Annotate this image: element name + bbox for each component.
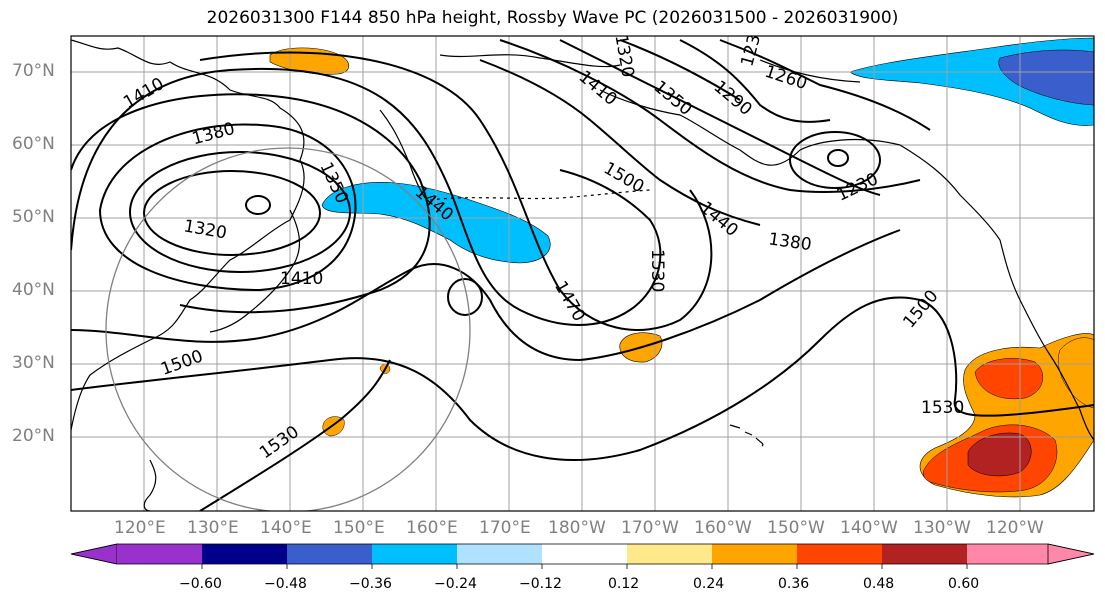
lon-label: 120°W bbox=[986, 518, 1044, 538]
colorbar-bin bbox=[117, 544, 202, 564]
coastlines bbox=[71, 39, 1094, 511]
contour-1200-low bbox=[827, 149, 849, 167]
contour-1380-low bbox=[98, 123, 357, 292]
colorbar-tick-label: −0.12 bbox=[519, 576, 562, 592]
colorbar-tick-label: 0.24 bbox=[693, 576, 725, 592]
colorbar-ticks bbox=[201, 564, 968, 569]
lon-label: 160°W bbox=[694, 518, 752, 538]
contour-1530 bbox=[71, 296, 1094, 461]
map-plot-area: 1410 1380 1320 1350 1410 1500 1530 1440 … bbox=[71, 36, 1094, 511]
colorbar-bin bbox=[372, 544, 457, 564]
lat-label-40n: 40°N bbox=[12, 280, 55, 300]
coastline-philippines bbox=[143, 459, 157, 511]
height-contours bbox=[71, 39, 1094, 511]
lon-label: 170°E bbox=[479, 518, 531, 538]
colorbar-bin bbox=[202, 544, 287, 564]
colorbar-bin bbox=[712, 544, 797, 564]
lon-label: 120°E bbox=[114, 518, 166, 538]
reference-circle bbox=[105, 147, 471, 511]
anomaly-strong-positive-north bbox=[974, 358, 1044, 400]
contour-label: 1260 bbox=[762, 62, 809, 94]
colorbar-bin bbox=[797, 544, 882, 564]
lat-label-50n: 50°N bbox=[12, 207, 55, 227]
anomaly-strong-negative-arctic bbox=[998, 49, 1094, 106]
coastline-arctic bbox=[439, 54, 861, 83]
contour-label: 1410 bbox=[280, 269, 323, 289]
colorbar-tick-label: 0.36 bbox=[778, 576, 810, 592]
contour-1320-low bbox=[143, 170, 321, 256]
contour-1260-east bbox=[719, 39, 931, 131]
colorbar-bin bbox=[627, 544, 712, 564]
contour-label: 1290 bbox=[710, 77, 756, 120]
lon-label: 130°W bbox=[913, 518, 971, 538]
map-frame bbox=[70, 35, 1095, 512]
contour-1530-south bbox=[199, 359, 391, 511]
colorbar-tick-label: −0.36 bbox=[349, 576, 392, 592]
colorbar-tick-label: −0.24 bbox=[434, 576, 477, 592]
lon-label: 160°E bbox=[406, 518, 458, 538]
graticule bbox=[71, 36, 1094, 511]
contour-label: 1440 bbox=[696, 198, 742, 241]
contour-label: 1320 bbox=[182, 216, 228, 243]
contour-1410-west bbox=[71, 93, 431, 314]
contour-label: 1470 bbox=[550, 278, 589, 325]
lon-label: 140°E bbox=[260, 518, 312, 538]
colorbar-tick-label: 0.48 bbox=[863, 576, 895, 592]
lon-label: 140°W bbox=[840, 518, 898, 538]
contour-1290-low bbox=[245, 195, 271, 215]
colorbar bbox=[70, 543, 1095, 569]
contour-1350-low bbox=[129, 151, 351, 273]
colorbar-outline bbox=[70, 543, 1095, 565]
coastline-hawaii bbox=[729, 424, 764, 447]
colorbar-bin bbox=[457, 544, 542, 564]
coastline-alaska bbox=[599, 89, 1001, 241]
contour-label: 1530 bbox=[256, 422, 303, 463]
coastline-aleutians bbox=[429, 189, 651, 201]
contour-1500 bbox=[71, 229, 901, 362]
colorbar-bin bbox=[542, 544, 627, 564]
coastline-asia bbox=[71, 39, 305, 431]
colorbar-bin bbox=[882, 544, 967, 564]
lat-label-30n: 30°N bbox=[12, 353, 55, 373]
colorbar-tick-label: −0.60 bbox=[179, 576, 222, 592]
contour-1410-northeast bbox=[479, 59, 761, 226]
contour-label: 1380 bbox=[767, 229, 813, 255]
colorbar-tick-label: 0.60 bbox=[948, 576, 980, 592]
lat-label-70n: 70°N bbox=[12, 61, 55, 81]
contour-label: 1530 bbox=[647, 249, 667, 292]
coastline-north-america bbox=[999, 239, 1094, 441]
contour-1230-low bbox=[789, 131, 881, 189]
colorbar-tick-label: 0.12 bbox=[608, 576, 640, 592]
colorbar-extend-high bbox=[1047, 543, 1095, 565]
lon-label: 150°W bbox=[767, 518, 825, 538]
colorbar-bin bbox=[287, 544, 372, 564]
lon-label: 170°W bbox=[621, 518, 679, 538]
contour-1320-east bbox=[619, 39, 741, 101]
contour-label: 1530 bbox=[921, 398, 964, 418]
contour-1440 bbox=[71, 67, 662, 326]
lat-label-60n: 60°N bbox=[12, 134, 55, 154]
colorbar-tick-label: −0.48 bbox=[264, 576, 307, 592]
contour-1470 bbox=[199, 51, 713, 331]
lat-label-20n: 20°N bbox=[12, 426, 55, 446]
anomaly-very-strong-positive bbox=[967, 432, 1032, 477]
contour-1380-east bbox=[499, 39, 921, 193]
lon-label: 150°E bbox=[333, 518, 385, 538]
lon-label: 180°W bbox=[548, 518, 606, 538]
coastline-japan bbox=[209, 209, 301, 333]
contour-1290-east bbox=[679, 39, 831, 123]
contour-label: 1350 bbox=[315, 159, 351, 207]
lon-label: 130°E bbox=[187, 518, 239, 538]
colorbar-bin bbox=[967, 544, 1048, 564]
colorbar-extend-low bbox=[70, 543, 118, 565]
contour-1350-east bbox=[559, 39, 881, 196]
map-title: 2026031300 F144 850 hPa height, Rossby W… bbox=[206, 8, 899, 28]
contour-1440-high bbox=[447, 278, 483, 316]
